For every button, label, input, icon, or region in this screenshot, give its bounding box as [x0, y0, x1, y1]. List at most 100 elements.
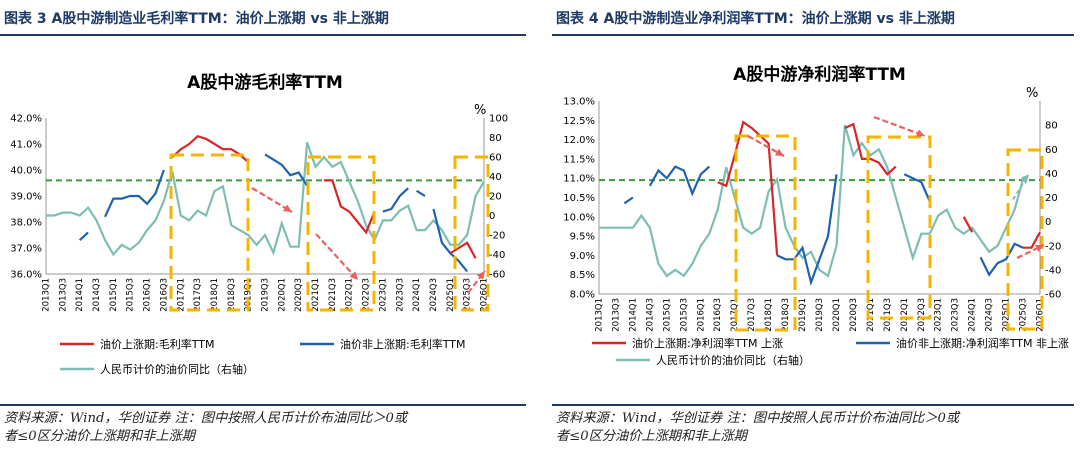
- x-tick-label: 2015Q1: [662, 298, 672, 332]
- x-tick-label: 2019Q3: [815, 298, 825, 332]
- left-tick-label: 39.0%: [10, 192, 42, 203]
- left-tick-label: 8.5%: [570, 270, 595, 281]
- x-tick-label: 2013Q1: [42, 278, 52, 312]
- right-tick-label: 80: [489, 133, 502, 144]
- title-rule: [552, 34, 1074, 36]
- oil-dashed-extension-head: [1021, 174, 1030, 185]
- x-tick-label: 2016Q3: [713, 298, 723, 332]
- highlight-box: [734, 134, 797, 332]
- x-tick-label: 2016Q1: [696, 298, 706, 332]
- left-tick-label: 10.0%: [563, 212, 595, 223]
- x-tick-label: 2016Q3: [159, 278, 169, 312]
- x-tick-label: 2023Q1: [934, 298, 944, 332]
- x-tick-label: 2021Q1: [866, 298, 876, 332]
- x-tick-label: 2019Q1: [798, 298, 808, 332]
- x-tick-label: 2013Q1: [595, 298, 605, 332]
- series-nonrise-segment: [979, 242, 1024, 277]
- series-rise-segment: [1023, 231, 1041, 249]
- highlight-box: [306, 155, 376, 312]
- series-nonrise-segment: [903, 173, 931, 202]
- trend-arrow: [1016, 244, 1045, 259]
- x-tick-label: 2026Q1: [1036, 298, 1046, 332]
- left-tick-label: 42.0%: [10, 114, 42, 125]
- left-tick-label: 10.5%: [563, 193, 595, 204]
- left-tick-label: 36.0%: [10, 270, 42, 281]
- series-rise-segment: [449, 241, 477, 259]
- series-nonrise-segment: [776, 174, 838, 287]
- left-tick-label: 11.0%: [563, 174, 595, 185]
- highlight-box: [453, 155, 490, 312]
- trend-arrow: [873, 115, 926, 138]
- right-tick-label: -60: [1045, 290, 1061, 301]
- x-tick-label: 2017Q3: [193, 278, 203, 312]
- left-tick-label: 41.0%: [10, 140, 42, 151]
- right-tick-label: -20: [489, 231, 505, 242]
- series-rise-segment: [962, 216, 974, 233]
- right-axis-unit: %: [1026, 86, 1038, 101]
- x-tick-label: 2014Q1: [628, 298, 638, 332]
- chart-gross-margin: A股中游毛利率TTM 36.0% 37.0% 38.0% 39.0% 40.0% 41.0%…: [10, 72, 508, 376]
- series-nonrise-segment: [264, 153, 309, 187]
- left-tick-label: 38.0%: [10, 218, 42, 229]
- right-tick-label: 80: [1045, 121, 1058, 132]
- x-tick-label: 2023Q3: [951, 298, 961, 332]
- x-tick-label: 2024Q1: [968, 298, 978, 332]
- x-tick-label: 2015Q3: [679, 298, 689, 332]
- left-tick-label: 12.5%: [563, 116, 595, 127]
- x-tick-label: 2015Q3: [126, 278, 136, 312]
- trend-arrow-head: [476, 271, 485, 280]
- x-tick-label: 2013Q3: [611, 298, 621, 332]
- x-tick-label: 2022Q3: [917, 298, 927, 332]
- x-tick-label: 2024Q3: [985, 298, 995, 332]
- source-rule: [0, 404, 526, 406]
- figure-panel-4: 图表 4 A股中游制造业净利润率TTM：油价上涨期 vs 非上涨期 A股中游净利…: [552, 0, 1080, 471]
- series-rise-segment: [171, 134, 249, 164]
- trend-arrow: [315, 233, 359, 281]
- chart-title: A股中游毛利率TTM: [187, 72, 343, 93]
- right-tick-label: -40: [489, 250, 505, 261]
- chart-title: A股中游净利润率TTM: [733, 64, 906, 85]
- source-note: 资料来源：Wind，华创证券 注：图中按照人民币计价布油同比＞0或 者≤0区分油…: [4, 410, 407, 446]
- trend-arrow-head: [775, 148, 784, 156]
- x-tick-label: 2020Q3: [294, 278, 304, 312]
- x-tick-label: 2025Q1: [446, 278, 456, 312]
- right-tick-label: 0: [489, 211, 495, 222]
- x-tick-label: 2024Q3: [429, 278, 439, 312]
- right-tick-label: 40: [489, 172, 502, 183]
- x-tick-label: 2017Q3: [747, 298, 757, 332]
- trend-arrow: [747, 135, 785, 157]
- x-tick-label: 2021Q3: [328, 278, 338, 312]
- x-tick-label: 2018Q3: [781, 298, 791, 332]
- x-tick-label: 2021Q3: [883, 298, 893, 332]
- left-tick-label: 12.0%: [563, 135, 595, 146]
- right-tick-label: 100: [489, 114, 508, 125]
- x-tick-label: 2014Q3: [92, 278, 102, 312]
- left-tick-label: 11.5%: [563, 154, 595, 165]
- series-nonrise-segment: [623, 196, 634, 205]
- left-tick-label: 37.0%: [10, 244, 42, 255]
- source-note-line-1: 资料来源：Wind，华创证券 注：图中按照人民币计价布油同比＞0或: [4, 411, 408, 426]
- series-rise-segment: [717, 120, 779, 256]
- series-nonrise-segment: [382, 187, 409, 213]
- x-tick-label: 2024Q1: [412, 278, 422, 312]
- left-tick-label: 9.0%: [570, 251, 595, 262]
- right-tick-label: -20: [1045, 241, 1061, 252]
- x-tick-label: 2020Q1: [832, 298, 842, 332]
- right-tick-label: 20: [489, 192, 502, 203]
- left-tick-label: 9.5%: [570, 232, 595, 243]
- legend-label-rise: 油价上涨期:净利润率TTM 上涨: [632, 336, 783, 350]
- x-tick-label: 2020Q3: [849, 298, 859, 332]
- x-tick-label: 2026Q1: [480, 278, 490, 312]
- x-tick-label: 2019Q1: [244, 278, 254, 312]
- series-nonrise-segment: [104, 169, 165, 218]
- chart-net-margin: A股中游净利润率TTM 8.0% 8.5% 9.0% 9.5% 10.0% 10.5% 11.…: [563, 64, 1069, 367]
- series-nonrise-segment: [416, 189, 426, 197]
- series-nonrise-segment: [78, 231, 89, 242]
- x-tick-label: 2018Q3: [227, 278, 237, 312]
- left-tick-label: 13.0%: [563, 97, 595, 108]
- x-tick-label: 2014Q1: [75, 278, 85, 312]
- legend-label-nonrise: 油价非上涨期:净利润率TTM 非上涨: [896, 336, 1069, 350]
- source-note-line-1: 资料来源：Wind，华创证券 注：图中按照人民币计价布油同比＞0或: [556, 411, 960, 426]
- x-tick-label: 2022Q1: [345, 278, 355, 312]
- legend-label-oil: 人民币计价的油价同比（右轴）: [100, 362, 254, 376]
